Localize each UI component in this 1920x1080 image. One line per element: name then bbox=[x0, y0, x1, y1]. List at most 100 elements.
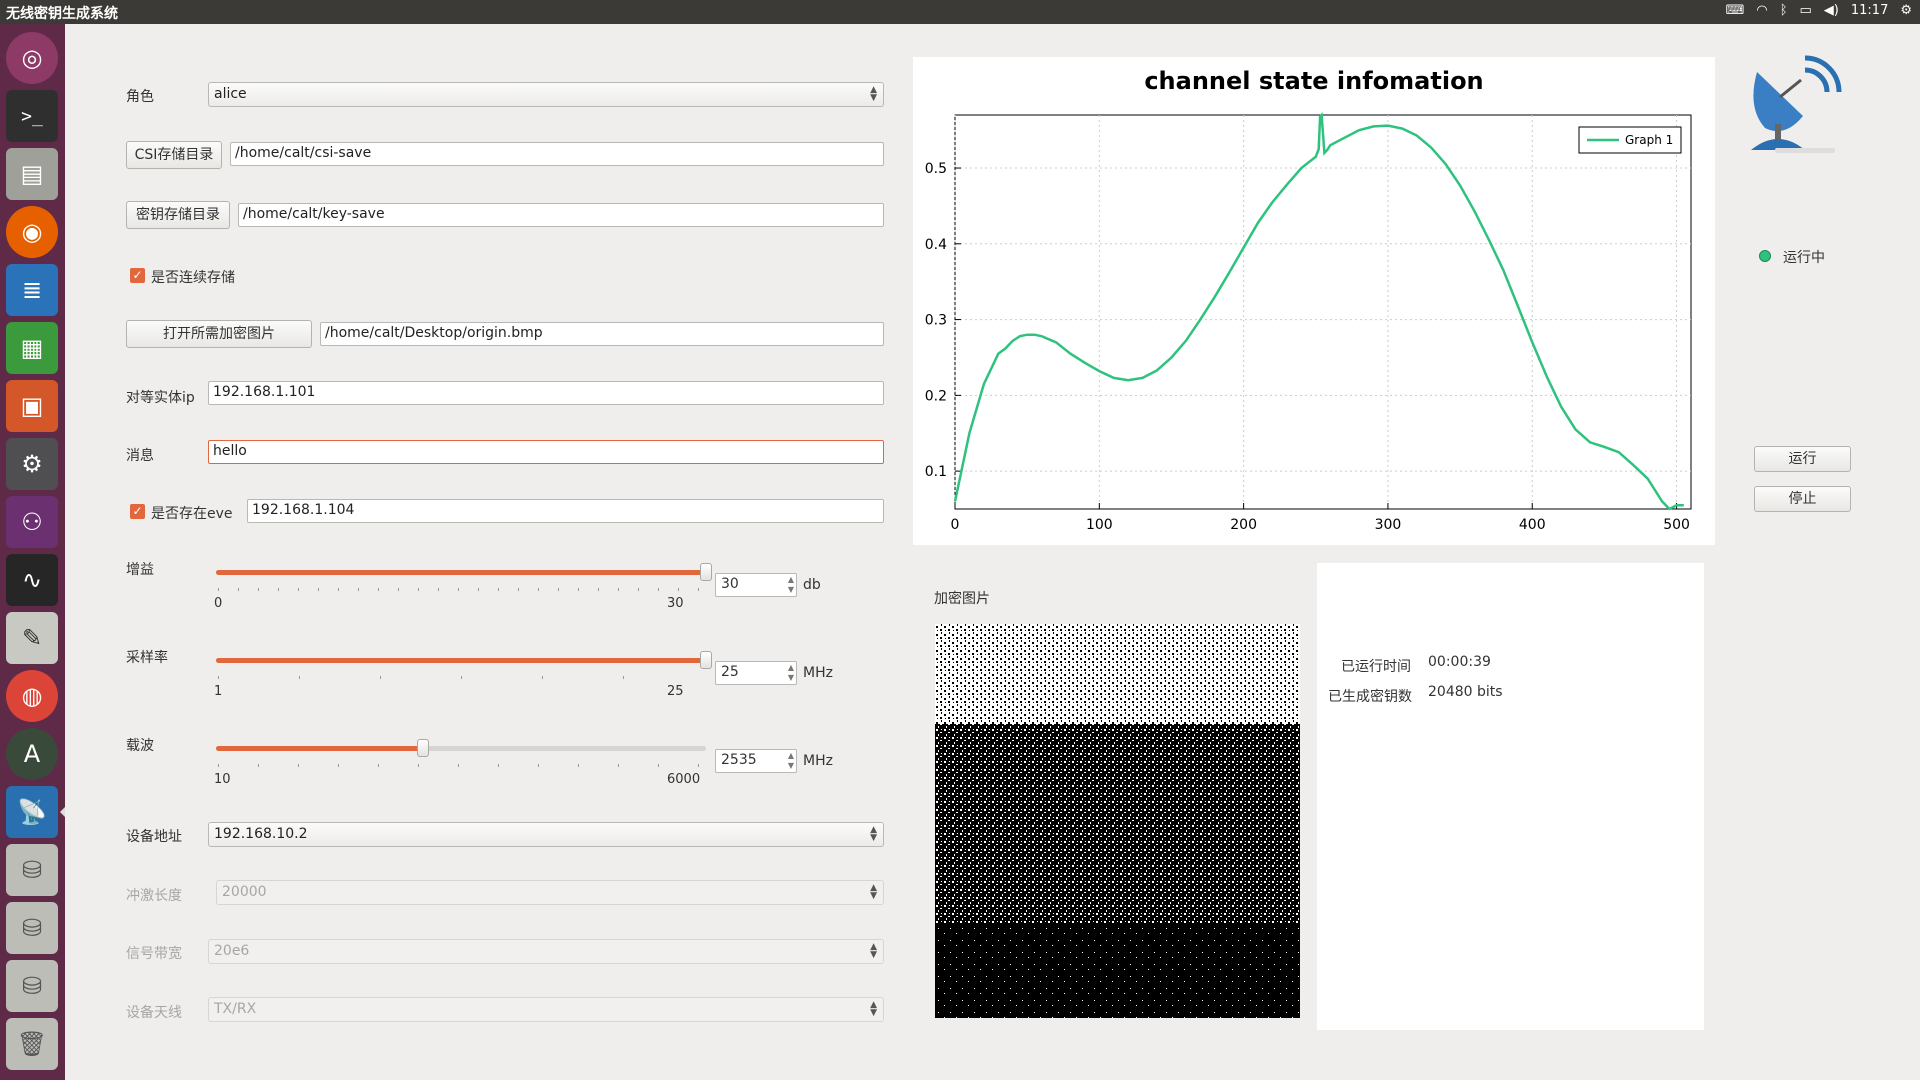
continuous-label: 是否连续存储 bbox=[151, 270, 235, 286]
carrier-label: 载波 bbox=[126, 738, 154, 754]
terminal-icon[interactable]: >_ bbox=[6, 90, 58, 142]
writer-icon[interactable]: ≣ bbox=[6, 264, 58, 316]
bandwidth-value: 20e6 bbox=[214, 943, 250, 959]
carrier-spinbox[interactable]: 2535 ▲ ▼ bbox=[715, 749, 797, 773]
carrier-max: 6000 bbox=[667, 772, 701, 787]
carrier-min: 10 bbox=[214, 772, 231, 787]
carrier-unit: MHz bbox=[803, 753, 833, 769]
peer-ip-field[interactable]: 192.168.1.101 bbox=[208, 381, 884, 405]
calc-icon[interactable]: ▦ bbox=[6, 322, 58, 374]
key-dir-button[interactable]: 密钥存储目录 bbox=[126, 201, 230, 229]
ubuntu-icon[interactable]: ◎ bbox=[6, 32, 58, 84]
disk-icon[interactable]: ⛁ bbox=[6, 902, 58, 954]
text-editor-icon[interactable]: ✎ bbox=[6, 612, 58, 664]
chart-ytick-label: 0.5 bbox=[925, 161, 947, 177]
status-text: 运行中 bbox=[1783, 250, 1825, 266]
role-value: alice bbox=[214, 86, 247, 102]
message-field[interactable]: hello bbox=[208, 440, 884, 464]
sample-rate-value: 25 bbox=[721, 664, 739, 680]
files-icon[interactable]: ▤ bbox=[6, 148, 58, 200]
gain-ticks bbox=[218, 588, 704, 591]
carrier-slider-handle[interactable] bbox=[416, 739, 429, 757]
spin-arrows-icon[interactable]: ▲ ▼ bbox=[787, 751, 794, 770]
eve-checkbox[interactable]: ✓ bbox=[130, 504, 145, 519]
csi-chart: channel state infomation 0 100 200 300 400 500… bbox=[925, 67, 1692, 533]
gain-min: 0 bbox=[214, 596, 223, 611]
sample-rate-slider-fill bbox=[216, 658, 706, 663]
settings-icon[interactable]: ⚙ bbox=[6, 438, 58, 490]
gain-slider-handle[interactable] bbox=[700, 563, 712, 581]
key-dir-field[interactable]: /home/calt/key-save bbox=[238, 203, 884, 227]
device-addr-value: 192.168.10.2 bbox=[214, 826, 308, 842]
chart-ytick-label: 0.1 bbox=[925, 464, 947, 480]
keys-label: 已生成密钥数 bbox=[1328, 689, 1412, 705]
chart-series-line bbox=[953, 112, 1684, 511]
chart-xtick-label: 400 bbox=[1519, 517, 1546, 533]
satellite-app-icon[interactable]: 📡 bbox=[6, 786, 58, 838]
disk-icon[interactable]: ⛁ bbox=[6, 844, 58, 896]
chart-legend-box bbox=[1578, 126, 1682, 154]
chart-ytick-label: 0.3 bbox=[925, 313, 947, 329]
spin-arrows-icon[interactable]: ▲ ▼ bbox=[787, 575, 794, 594]
gain-spinbox[interactable]: 30 ▲ ▼ bbox=[715, 573, 797, 597]
battery-icon[interactable]: ▭ bbox=[1799, 3, 1812, 18]
system-tray: ⌨ ◠ ᛒ ▭ ◀) 11:17 ⚙ bbox=[1726, 3, 1912, 18]
status-indicator-icon bbox=[1759, 250, 1771, 262]
bandwidth-label: 信号带宽 bbox=[126, 946, 182, 962]
run-button[interactable]: 运行 bbox=[1754, 446, 1851, 472]
gain-unit: db bbox=[803, 577, 821, 593]
csi-chart-panel: channel state infomation 0 100 200 300 400 500… bbox=[913, 57, 1715, 545]
burst-len-combo: 20000 ▲ ▼ bbox=[216, 880, 884, 905]
csi-dir-button[interactable]: CSI存储目录 bbox=[126, 141, 222, 169]
continuous-checkbox[interactable]: ✓ bbox=[130, 268, 145, 283]
device-addr-combo[interactable]: 192.168.10.2 ▲ ▼ bbox=[208, 822, 884, 847]
disk-icon[interactable]: ⛁ bbox=[6, 960, 58, 1012]
gain-slider-fill bbox=[216, 570, 706, 575]
keys-value: 20480 bits bbox=[1428, 684, 1503, 700]
gain-max: 30 bbox=[667, 596, 684, 611]
role-combo[interactable]: alice ▲ ▼ bbox=[208, 82, 884, 107]
chart-ytick-label: 0.4 bbox=[925, 237, 947, 253]
sample-rate-slider-handle[interactable] bbox=[700, 651, 712, 669]
csi-dir-field[interactable]: /home/calt/csi-save bbox=[230, 142, 884, 166]
trash-icon[interactable]: 🗑 bbox=[6, 1018, 58, 1070]
wifi-icon[interactable]: ◠ bbox=[1756, 3, 1768, 18]
burst-len-value: 20000 bbox=[222, 884, 267, 900]
spin-arrows-icon[interactable]: ▲ ▼ bbox=[787, 663, 794, 682]
runtime-value: 00:00:39 bbox=[1428, 654, 1491, 670]
sample-rate-label: 采样率 bbox=[126, 650, 168, 666]
open-image-button[interactable]: 打开所需加密图片 bbox=[126, 320, 312, 348]
info-panel bbox=[1317, 563, 1704, 1030]
software-updater-icon[interactable]: A bbox=[6, 728, 58, 780]
image-path-field[interactable]: /home/calt/Desktop/origin.bmp bbox=[320, 322, 884, 346]
firefox-icon[interactable]: ◉ bbox=[6, 206, 58, 258]
active-app-indicator bbox=[60, 807, 65, 817]
satellite-dish-icon bbox=[1745, 52, 1845, 156]
eve-ip-field[interactable]: 192.168.1.104 bbox=[247, 499, 884, 523]
gnuradio-icon[interactable]: ⚇ bbox=[6, 496, 58, 548]
updown-icon: ▲ ▼ bbox=[870, 883, 877, 901]
clock[interactable]: 11:17 bbox=[1850, 3, 1889, 18]
carrier-slider-track[interactable] bbox=[216, 746, 706, 751]
sample-rate-spinbox[interactable]: 25 ▲ ▼ bbox=[715, 661, 797, 685]
volume-icon[interactable]: ◀) bbox=[1823, 3, 1839, 18]
antenna-combo: TX/RX ▲ ▼ bbox=[208, 997, 884, 1022]
message-label: 消息 bbox=[126, 448, 154, 464]
keyboard-icon[interactable]: ⌨ bbox=[1725, 3, 1745, 18]
gear-icon[interactable]: ⚙ bbox=[1900, 3, 1912, 18]
chart-xtick-label: 300 bbox=[1375, 517, 1402, 533]
gain-label: 增益 bbox=[126, 562, 154, 578]
burst-len-label: 冲激长度 bbox=[126, 888, 182, 904]
chrome-icon[interactable]: ◍ bbox=[6, 670, 58, 722]
bluetooth-icon[interactable]: ᛒ bbox=[1779, 3, 1788, 18]
updown-icon: ▲ ▼ bbox=[870, 85, 877, 103]
stop-button[interactable]: 停止 bbox=[1754, 486, 1851, 512]
monitor-icon[interactable]: ∿ bbox=[6, 554, 58, 606]
encrypted-image-label: 加密图片 bbox=[934, 591, 990, 607]
impress-icon[interactable]: ▣ bbox=[6, 380, 58, 432]
chart-plot-frame bbox=[954, 114, 1692, 510]
updown-icon: ▲ ▼ bbox=[870, 1000, 877, 1018]
chart-xtick-label: 500 bbox=[1663, 517, 1690, 533]
runtime-label: 已运行时间 bbox=[1341, 659, 1411, 675]
sample-rate-ticks bbox=[218, 676, 704, 679]
